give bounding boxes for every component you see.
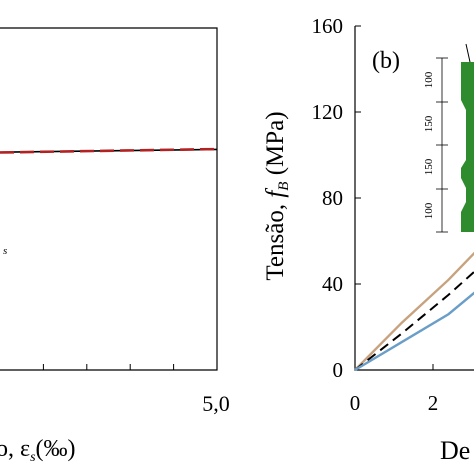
inset-dim-2: 150 bbox=[423, 115, 435, 132]
inset-dim-1: 100 bbox=[423, 71, 435, 88]
panel-a-xlabel-main: o, ε bbox=[0, 436, 30, 462]
panel-a-x-tick-label: 5,0 bbox=[202, 391, 230, 416]
inset-load-arrow bbox=[465, 43, 471, 63]
panel-a: s 5,0 o, εs(‰) bbox=[0, 27, 230, 465]
panel-b-x-tick-0: 0 bbox=[350, 391, 361, 415]
panel-b-axes bbox=[354, 26, 474, 371]
panel-b: 0 40 80 120 160 0 2 Tensão, fB (MPa) De … bbox=[262, 14, 474, 465]
panel-a-x-ticks bbox=[42, 364, 175, 370]
panel-b-ylabel-unit: (MPa) bbox=[262, 111, 289, 181]
panel-b-x-ticks bbox=[354, 364, 434, 370]
inset-dim-4: 100 bbox=[423, 202, 435, 219]
inset-specimen-shape bbox=[461, 62, 474, 232]
panel-b-x-tick-2: 2 bbox=[428, 391, 439, 415]
panel-a-xlabel-sub: s bbox=[30, 450, 36, 465]
panel-b-y-tick-40: 40 bbox=[322, 272, 343, 296]
panel-b-ylabel-sub: B bbox=[276, 182, 292, 191]
panel-a-xlabel-unit: (‰) bbox=[36, 436, 76, 462]
panel-b-y-tick-0: 0 bbox=[333, 358, 344, 382]
panel-a-series-1-line bbox=[0, 147, 218, 154]
panel-b-series-0-line bbox=[354, 251, 474, 371]
inset-dim-3: 150 bbox=[423, 158, 435, 175]
panel-b-series-2-line bbox=[354, 291, 474, 372]
panel-b-series bbox=[354, 251, 474, 372]
panel-b-y-ticks bbox=[355, 25, 361, 371]
panel-b-x-axis-label: De bbox=[440, 436, 470, 465]
panel-b-ylabel-symbol: f bbox=[262, 188, 289, 198]
panel-b-series-1-line bbox=[354, 270, 474, 371]
panel-a-series bbox=[0, 147, 218, 154]
panel-a-plot-frame bbox=[0, 27, 218, 371]
panel-b-y-axis-label: Tensão, fB (MPa) bbox=[262, 111, 292, 280]
inset-specimen-diagram: 100 150 150 100 bbox=[423, 43, 474, 233]
panel-b-ylabel-main: Tensão, bbox=[262, 198, 289, 281]
panel-a-annotation: s bbox=[3, 245, 7, 257]
panel-b-y-tick-120: 120 bbox=[312, 100, 344, 124]
panel-b-label: (b) bbox=[372, 48, 400, 74]
panel-b-y-tick-80: 80 bbox=[322, 186, 343, 210]
panel-a-x-axis-label: o, εs(‰) bbox=[0, 436, 76, 465]
panel-b-y-tick-160: 160 bbox=[312, 14, 344, 38]
